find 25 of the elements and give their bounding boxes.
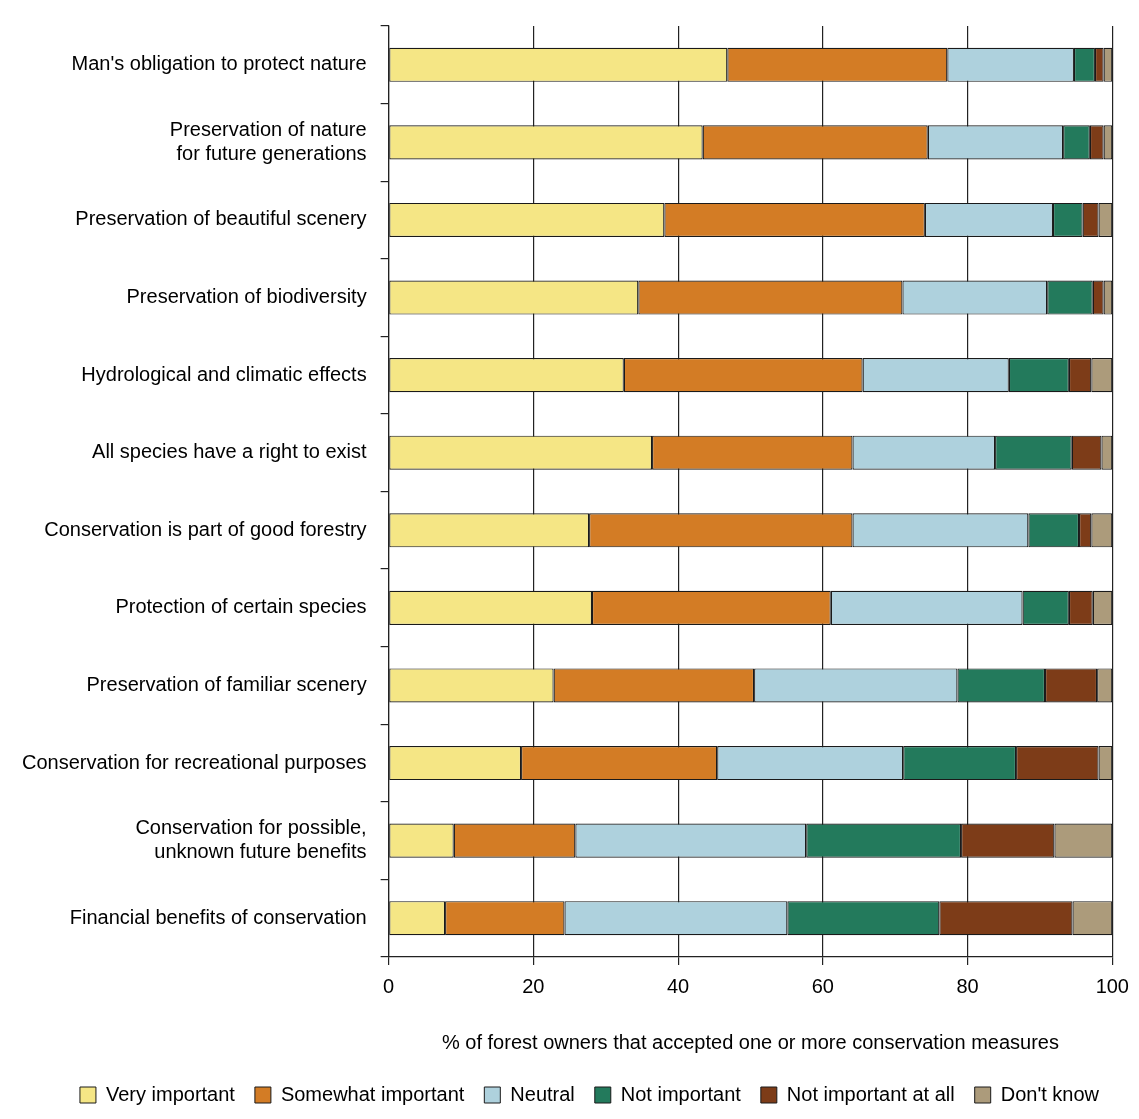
legend-label: Somewhat important — [280, 1082, 465, 1105]
y-tick-label: All species have a right to exist — [92, 440, 368, 463]
x-axis-title: % of forest owners that accepted one or more conservation measures — [441, 1030, 1059, 1053]
x-tick-label: 80 — [956, 974, 979, 997]
y-tick-label: Financial benefits of conservation — [69, 905, 367, 928]
x-tick-label: 0 — [383, 974, 395, 997]
y-tick-label: Man's obligation to protect nature — [71, 52, 367, 75]
y-tick-label: Preservation of beautiful scenery — [75, 207, 367, 230]
legend-label: Very important — [105, 1082, 236, 1105]
y-tick-label: Preservation of familiar scenery — [86, 672, 367, 695]
legend-label: Not important at all — [786, 1082, 955, 1105]
x-tick-label: 20 — [522, 974, 545, 997]
legend-label: Don't know — [1000, 1082, 1100, 1105]
x-tick-label: 100 — [1095, 974, 1129, 997]
y-tick-label: Conservation for recreational purposes — [21, 750, 367, 773]
legend-label: Neutral — [510, 1082, 575, 1105]
y-tick-label: Preservation of biodiversity — [126, 285, 367, 308]
y-tick-label: Conservation for possible, unknown future benefits — [135, 816, 367, 863]
y-tick-label: Conservation is part of good forestry — [44, 517, 367, 540]
x-tick-label: 40 — [666, 974, 690, 997]
legend-label: Not important — [620, 1082, 742, 1105]
x-tick-label: 60 — [811, 974, 834, 997]
y-tick-label: Hydrological and climatic effects — [81, 362, 367, 385]
y-tick-label: Protection of certain species — [115, 595, 367, 618]
y-tick-label: Preservation of nature for future generations — [169, 117, 367, 164]
